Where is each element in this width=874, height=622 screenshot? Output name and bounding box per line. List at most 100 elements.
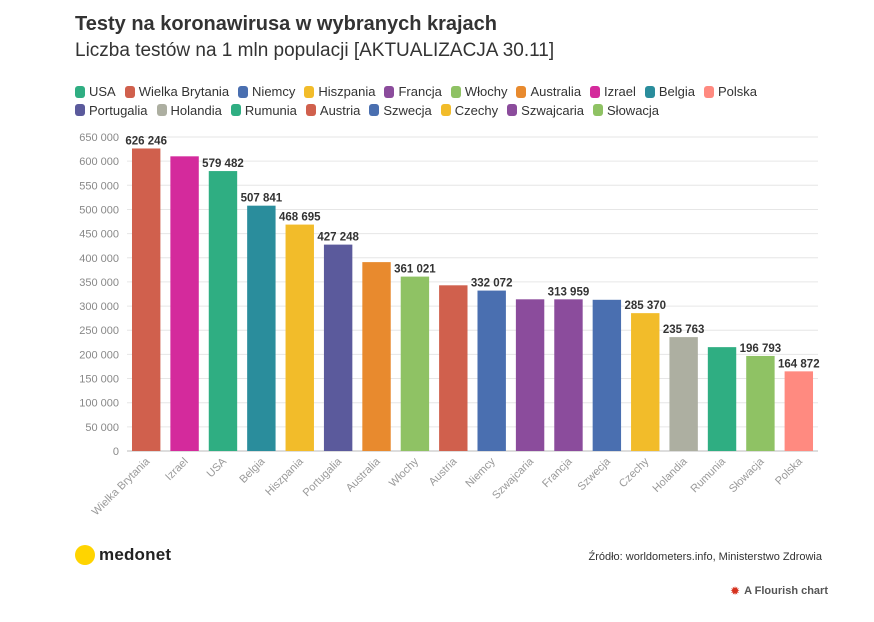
bar <box>515 299 545 451</box>
y-tick-label: 550 000 <box>79 180 119 192</box>
bar <box>592 299 622 451</box>
x-tick-label: USA <box>205 455 230 480</box>
y-tick-label: 600 000 <box>79 156 119 168</box>
y-tick-label: 450 000 <box>79 229 119 241</box>
x-tick-label: Czechy <box>617 455 652 490</box>
y-tick-label: 50 000 <box>85 422 119 434</box>
y-tick-label: 400 000 <box>79 253 119 265</box>
data-label: 164 872 <box>778 358 820 370</box>
legend-item[interactable]: Hiszpania <box>304 83 375 100</box>
x-tick-label: Rumunia <box>689 455 729 495</box>
legend-label: Niemcy <box>252 84 296 99</box>
legend-item[interactable]: Belgia <box>644 83 695 100</box>
data-label: 361 021 <box>394 264 436 276</box>
legend-label: Wielka Brytania <box>138 84 230 99</box>
y-tick-label: 250 000 <box>79 325 119 337</box>
x-tick-label: Włochy <box>387 455 421 489</box>
x-tick-label: Wielka Brytania <box>90 455 153 518</box>
legend-label: Polska <box>717 84 758 99</box>
y-tick-label: 100 000 <box>79 398 119 410</box>
y-tick-label: 0 <box>113 446 119 458</box>
data-label: 313 959 <box>548 286 590 298</box>
x-tick-label: Francja <box>540 455 575 490</box>
bar <box>784 371 814 451</box>
legend-item[interactable]: Słowacja <box>593 102 659 119</box>
bar <box>631 313 660 451</box>
chart-legend: USA Wielka Brytania Niemcy Hiszpania Francja… <box>75 83 795 120</box>
legend-swatch <box>75 85 85 98</box>
legend-item[interactable]: Holandia <box>156 102 222 119</box>
legend-label: Włochy <box>464 84 508 99</box>
bar <box>439 285 468 451</box>
x-tick-label: Austria <box>427 455 460 488</box>
legend-item[interactable]: Niemcy <box>238 83 295 100</box>
bar <box>746 355 775 451</box>
legend-item[interactable]: Australia <box>516 83 581 100</box>
legend-item[interactable]: Czechy <box>440 102 498 119</box>
legend-swatch <box>590 85 601 98</box>
chart-subtitle: Liczba testów na 1 mln populacji [AKTUAL… <box>75 40 555 61</box>
x-tick-label: Hiszpania <box>263 455 306 498</box>
x-tick-label: Belgia <box>237 455 268 486</box>
legend-label: Belgia <box>658 84 695 99</box>
legend-item[interactable]: USA <box>75 83 116 100</box>
logo-dot-icon <box>75 545 95 565</box>
legend-label: Hiszpania <box>318 84 376 99</box>
legend-item[interactable]: Polska <box>703 83 758 100</box>
data-label: 579 482 <box>202 158 244 170</box>
bar <box>285 224 314 451</box>
x-tick-label: Portugalia <box>301 455 345 499</box>
y-tick-label: 500 000 <box>79 204 119 216</box>
flourish-credit-label: A Flourish chart <box>744 585 828 597</box>
legend-item[interactable]: Rumunia <box>230 102 297 119</box>
legend-swatch <box>238 85 249 98</box>
x-tick-label: Szwajcaria <box>490 455 537 502</box>
legend-item[interactable]: Izrael <box>590 83 636 100</box>
medonet-logo[interactable]: medonet <box>75 545 171 565</box>
legend-label: Szwajcaria <box>521 102 585 118</box>
flourish-credit[interactable]: ✹ A Flourish chart <box>730 584 828 598</box>
data-label: 332 072 <box>471 278 513 290</box>
legend-label: Słowacja <box>607 102 660 118</box>
data-label: 468 695 <box>279 212 321 224</box>
x-tick-label: Holandia <box>651 455 691 495</box>
legend-item[interactable]: Francja <box>384 83 442 100</box>
legend-swatch <box>450 85 461 98</box>
legend-swatch <box>384 85 395 98</box>
legend-swatch <box>440 104 451 116</box>
legend-item[interactable]: Włochy <box>450 83 508 100</box>
legend-swatch <box>703 85 714 98</box>
bar <box>208 171 238 451</box>
bar <box>669 337 698 451</box>
bar <box>131 148 161 451</box>
legend-label: Szwecja <box>383 102 432 118</box>
bar <box>362 262 391 451</box>
x-tick-label: Niemcy <box>463 455 498 490</box>
bar <box>247 205 276 451</box>
legend-label: Rumunia <box>244 102 297 118</box>
legend-item[interactable]: Wielka Brytania <box>124 83 230 100</box>
legend-item[interactable]: Portugalia <box>75 102 148 119</box>
legend-swatch <box>230 104 241 116</box>
legend-swatch <box>516 85 527 98</box>
data-label: 626 246 <box>125 135 167 147</box>
bar <box>477 290 506 451</box>
logo-text: medonet <box>99 545 172 564</box>
bar <box>707 347 737 451</box>
legend-item[interactable]: Szwecja <box>369 102 432 119</box>
legend-swatch <box>644 85 655 98</box>
x-tick-label: Słowacja <box>727 455 767 495</box>
bar <box>170 156 199 452</box>
legend-label: Australia <box>530 84 582 99</box>
x-tick-label: Izrael <box>163 456 191 484</box>
y-tick-label: 300 000 <box>79 301 119 313</box>
x-tick-label: Australia <box>344 455 383 494</box>
legend-item[interactable]: Austria <box>305 102 360 119</box>
legend-item[interactable]: Szwajcaria <box>507 102 584 119</box>
data-label: 285 370 <box>624 300 666 312</box>
y-tick-label: 150 000 <box>79 374 119 386</box>
data-label: 235 763 <box>663 324 705 336</box>
x-tick-label: Szwecja <box>576 455 614 493</box>
y-tick-label: 350 000 <box>79 277 119 289</box>
